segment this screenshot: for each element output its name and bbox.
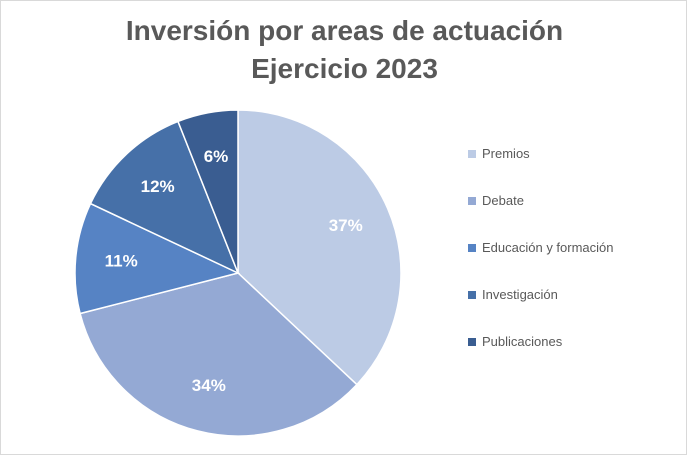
- legend-item-0[interactable]: Premios: [468, 145, 530, 163]
- data-label-4: 6%: [204, 147, 229, 166]
- legend-swatch-icon: [468, 290, 476, 299]
- data-label-2: 11%: [105, 251, 138, 270]
- pie-slice-1[interactable]: [79, 272, 358, 437]
- legend-item-1[interactable]: Debate: [468, 192, 524, 210]
- data-label-0: 37%: [329, 216, 363, 235]
- data-label-1: 34%: [192, 376, 226, 395]
- legend-label: Premios: [482, 146, 530, 161]
- legend-swatch-icon: [468, 149, 476, 158]
- data-label-3: 12%: [141, 177, 175, 196]
- chart-title: Inversión por areas de actuación: [125, 15, 564, 46]
- legend-label: Publicaciones: [482, 334, 563, 349]
- legend-label: Investigación: [482, 287, 558, 302]
- legend-item-2[interactable]: Educación y formación: [468, 239, 614, 257]
- chart-subtitle: Ejercicio 2023: [251, 53, 438, 84]
- legend-swatch-icon: [468, 243, 476, 252]
- legend-item-4[interactable]: Publicaciones: [468, 333, 562, 351]
- legend-swatch-icon: [468, 337, 476, 346]
- pie-slice-3[interactable]: [89, 120, 240, 275]
- pie-slice-2[interactable]: [74, 202, 241, 315]
- legend-item-3[interactable]: Investigación: [468, 286, 558, 304]
- legend-label: Debate: [482, 193, 524, 208]
- pie-slice-4[interactable]: [177, 109, 239, 274]
- legend-label: Educación y formación: [482, 240, 614, 255]
- pie-slice-0[interactable]: [237, 109, 402, 386]
- legend-swatch-icon: [468, 196, 476, 205]
